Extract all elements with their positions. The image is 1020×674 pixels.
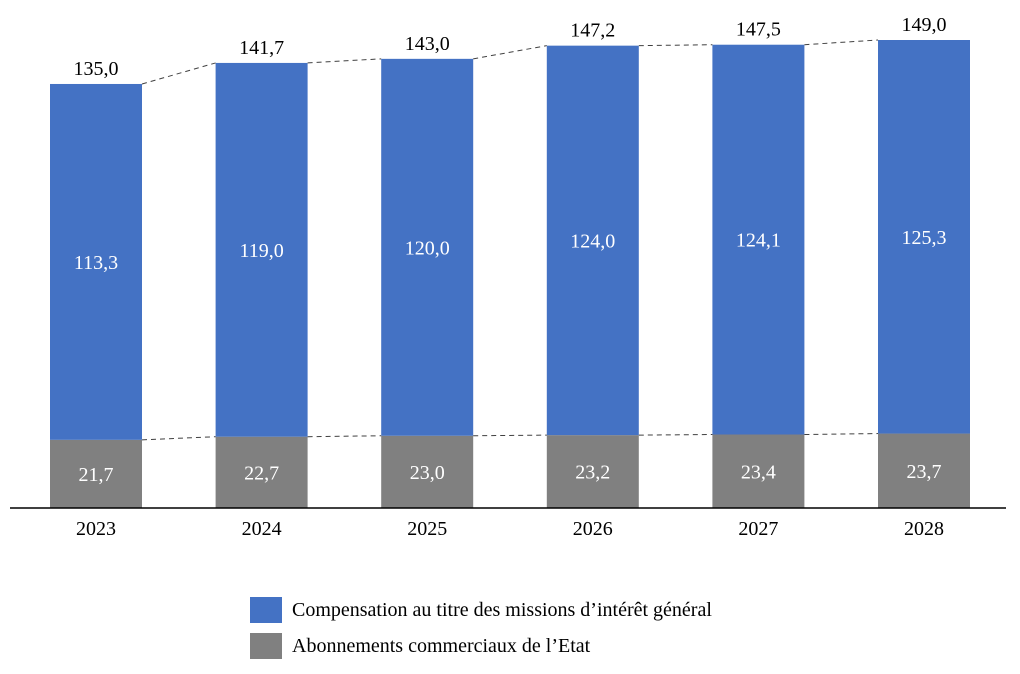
x-tick-label: 2026 xyxy=(573,518,613,540)
bar-segment-compensation xyxy=(712,44,805,435)
bar-segment-abonnements xyxy=(215,436,308,508)
bar-segment-abonnements xyxy=(546,435,639,508)
data-label-total: 149,0 xyxy=(902,14,947,36)
connector-line-abonnements xyxy=(307,435,382,438)
data-label-total: 135,0 xyxy=(74,58,119,80)
connector-line-abonnements xyxy=(638,434,713,436)
data-label-compensation: 119,0 xyxy=(239,240,283,262)
connector-line-total xyxy=(473,45,547,60)
data-label-abonnements: 23,2 xyxy=(575,462,610,484)
connector-line-total xyxy=(141,62,216,85)
connector-line-abonnements xyxy=(804,433,879,436)
legend: Compensation au titre des missions d’int… xyxy=(250,594,712,666)
data-label-compensation: 113,3 xyxy=(74,252,118,274)
data-label-compensation: 120,0 xyxy=(405,237,450,259)
x-tick-label: 2023 xyxy=(76,518,116,540)
connector-line-total xyxy=(804,39,879,46)
legend-swatch-abonnements xyxy=(250,633,282,659)
data-label-total: 147,2 xyxy=(570,20,615,42)
connector-line-abonnements xyxy=(141,436,216,441)
bar-segment-abonnements xyxy=(712,434,805,508)
data-label-total: 141,7 xyxy=(239,37,284,59)
x-tick-label: 2024 xyxy=(242,518,282,540)
bar-segment-compensation xyxy=(381,58,474,436)
connector-line-total xyxy=(307,58,382,64)
bar-segment-compensation xyxy=(546,45,639,436)
bar-segment-compensation xyxy=(215,62,308,437)
data-label-abonnements: 23,4 xyxy=(741,461,776,483)
x-tick-label: 2028 xyxy=(904,518,944,540)
data-label-total: 143,0 xyxy=(405,33,450,55)
bar-segment-compensation xyxy=(878,40,970,434)
bar-segment-abonnements xyxy=(50,439,142,508)
bar-segment-compensation xyxy=(50,83,142,440)
stacked-bar-chart: 21,7 113,3 135,0 2023 22,7 119,0 141,7 2024 23,0… xyxy=(10,14,1006,540)
bar-segment-abonnements xyxy=(381,435,474,508)
data-label-abonnements: 22,7 xyxy=(244,462,279,484)
legend-label-compensation: Compensation au titre des missions d’int… xyxy=(292,598,712,621)
legend-item-abonnements: Abonnements commerciaux de l’Etat xyxy=(250,630,712,662)
bar-segment-abonnements xyxy=(878,433,970,508)
legend-item-compensation: Compensation au titre des missions d’int… xyxy=(250,594,712,626)
legend-swatch-compensation xyxy=(250,597,282,623)
data-label-compensation: 124,1 xyxy=(736,230,781,252)
x-tick-label: 2027 xyxy=(738,518,778,540)
connector-line-abonnements xyxy=(473,434,547,437)
data-label-abonnements: 21,7 xyxy=(79,464,114,486)
data-label-total: 147,5 xyxy=(736,19,781,41)
connector-line-total xyxy=(638,44,713,47)
data-label-compensation: 124,0 xyxy=(570,230,615,252)
data-label-abonnements: 23,7 xyxy=(907,461,942,483)
data-label-abonnements: 23,0 xyxy=(410,462,445,484)
legend-label-abonnements: Abonnements commerciaux de l’Etat xyxy=(292,634,591,657)
x-tick-label: 2025 xyxy=(407,518,447,540)
data-label-compensation: 125,3 xyxy=(902,227,947,249)
